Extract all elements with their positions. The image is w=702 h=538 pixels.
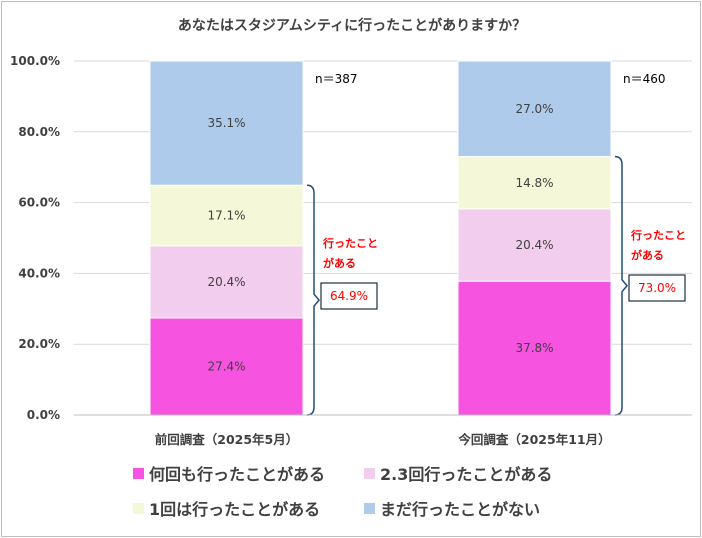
bar-segment [149,245,304,319]
x-category-label: 前回調査（2025年5月） [155,432,299,447]
bracket [306,184,320,416]
y-axis: 0.0% 20.0% 40.0% 60.0% 80.0% 100.0% [10,54,60,422]
annotation-value: 64.9% [330,289,368,303]
sample-size-label: n＝460 [623,72,666,86]
legend-swatch [364,503,375,514]
data-label: 20.4% [515,238,553,252]
y-tick-label: 80.0% [18,125,60,139]
legend-label: 何回も行ったことがある [149,465,325,484]
y-tick-label: 40.0% [18,266,60,280]
x-axis: 前回調査（2025年5月） 今回調査（2025年11月） [74,414,692,447]
annotation-text: がある [631,248,664,262]
bar-segment [457,156,612,210]
data-label: 27.4% [207,360,245,374]
legend-swatch [133,503,144,514]
legend-label: まだ行ったことがない [380,500,540,519]
x-category-label: 今回調査（2025年11月） [457,432,610,447]
data-label: 27.0% [515,102,553,116]
y-tick-label: 60.0% [18,196,60,210]
bar-segment [457,280,612,416]
annotation-box [628,274,686,302]
bracket [614,155,628,416]
chart-title: あなたはスタジアムシティに行ったことがありますか？ [178,17,526,34]
data-label: 35.1% [207,116,245,130]
annotation-text: 行ったこと [322,236,378,250]
sample-size-label: n＝387 [315,72,358,86]
data-label: 20.4% [207,275,245,289]
legend-label: 1回は行ったことがある [149,500,320,519]
bar-segment [457,208,612,282]
legend-label: 2.3回行ったことがある [380,465,552,484]
legend-swatch [133,468,144,479]
annotation-text: がある [323,256,356,270]
data-label: 37.8% [515,341,553,355]
annotation-box [320,282,378,310]
bar-segment [457,60,612,158]
y-tick-label: 0.0% [27,408,60,422]
data-label: 14.8% [515,176,553,190]
annotation-text: 行ったこと [630,228,686,242]
annotation-value: 73.0% [638,281,676,295]
data-label: 17.1% [207,209,245,223]
legend: 何回も行ったことがある 2.3回行ったことがある 1回は行ったことがある まだ行ったこ… [133,465,552,519]
annotations: n＝387 n＝460 行ったことがある 64.9% 行ったことがある 73.0% [306,72,686,416]
bars: 27.4% 20.4% 17.1% 35.1% 37.8% 20.4% 14.8% 27.0% [149,60,612,416]
legend-swatch [364,468,375,479]
bar-segment [149,184,304,247]
y-tick-label: 100.0% [10,54,60,68]
y-tick-label: 20.0% [18,337,60,351]
bar-segment [149,60,304,186]
